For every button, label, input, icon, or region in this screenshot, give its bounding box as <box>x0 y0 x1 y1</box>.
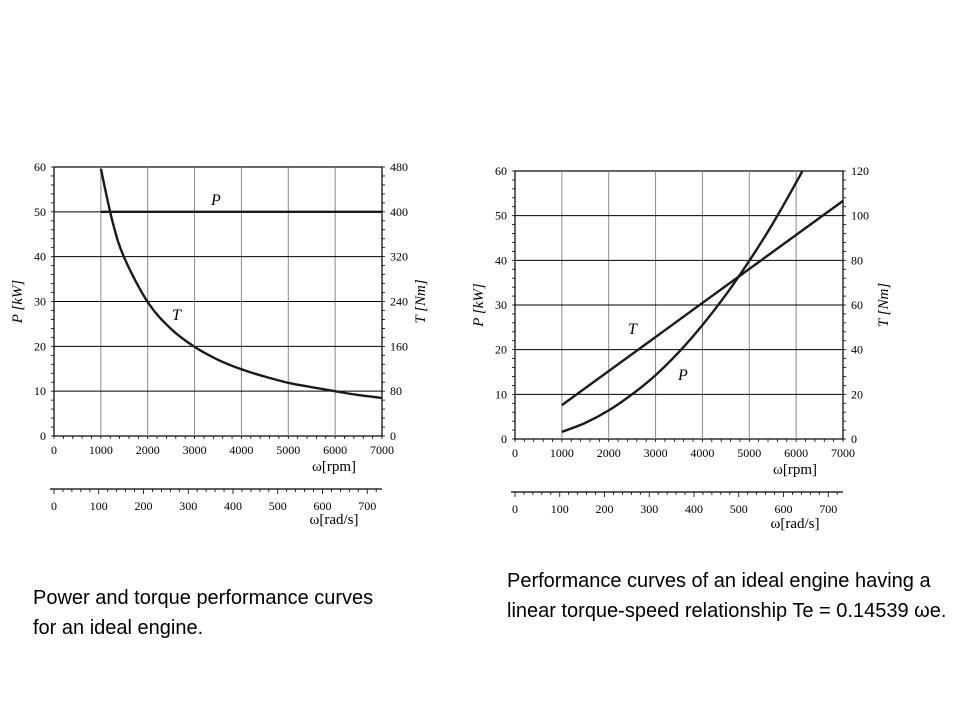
x-tick-label: 3000 <box>644 446 668 460</box>
x-tick-label: 3000 <box>183 443 207 457</box>
x2-tick-label: 400 <box>224 499 242 513</box>
y-tick-label: 10 <box>34 384 46 398</box>
y2-tick-label: 0 <box>851 432 857 446</box>
x2-axis-label: ω[rad/s] <box>309 512 358 528</box>
y2-tick-label: 480 <box>390 160 408 174</box>
y-tick-label: 40 <box>34 250 46 264</box>
x2-tick-label: 200 <box>134 499 152 513</box>
y-tick-label: 0 <box>40 429 46 443</box>
y2-tick-label: 100 <box>851 209 869 223</box>
x2-tick-label: 700 <box>819 502 837 516</box>
annotation-t: T <box>628 321 638 338</box>
y-tick-label: 40 <box>495 253 507 267</box>
y2-tick-label: 60 <box>851 298 863 312</box>
annotation-t: T <box>172 307 182 324</box>
y2-tick-label: 400 <box>390 205 408 219</box>
x2-tick-label: 100 <box>90 499 108 513</box>
y2-tick-label: 240 <box>390 295 408 309</box>
y2-tick-label: 80 <box>390 384 402 398</box>
caption-left: Power and torque performance curves for … <box>33 587 374 639</box>
x2-tick-label: 600 <box>313 499 331 513</box>
x2-tick-label: 600 <box>774 502 792 516</box>
x-tick-label: 1000 <box>550 446 574 460</box>
y-tick-label: 60 <box>495 164 507 178</box>
x-tick-label: 6000 <box>784 446 808 460</box>
chart-1: 0 1000 2000 3000 4000 5000 6000 700001020304050… <box>10 160 429 528</box>
series-p-line <box>561 171 804 434</box>
x-tick-label: 5000 <box>276 443 300 457</box>
x-tick-label: 0 <box>51 443 57 457</box>
y2-tick-label: 0 <box>390 429 396 443</box>
y2-axis-label: T [Nm] <box>876 283 892 327</box>
y2-tick-label: 20 <box>851 387 863 401</box>
x-tick-label: 2000 <box>136 443 160 457</box>
x2-tick-label: 200 <box>595 502 613 516</box>
x2-tick-label: 500 <box>269 499 287 513</box>
x-tick-label: 0 <box>512 446 518 460</box>
y-tick-label: 30 <box>34 295 46 309</box>
y-tick-label: 20 <box>495 343 507 357</box>
y2-tick-label: 80 <box>851 253 863 267</box>
x2-tick-label: 700 <box>358 499 376 513</box>
x-axis-label: ω[rpm] <box>773 462 817 478</box>
y2-tick-label: 40 <box>851 343 863 357</box>
x2-tick-label: 300 <box>640 502 658 516</box>
x2-tick-label: 100 <box>551 502 569 516</box>
y-tick-label: 10 <box>495 387 507 401</box>
x-tick-label: 2000 <box>597 446 621 460</box>
y-axis-label: P [kW] <box>10 280 26 325</box>
y-tick-label: 50 <box>34 205 46 219</box>
x-tick-label: 7000 <box>831 446 855 460</box>
y-tick-label: 0 <box>501 432 507 446</box>
series-t-line <box>99 168 382 400</box>
y2-axis-label: T [Nm] <box>413 279 429 323</box>
x2-tick-label: 500 <box>730 502 748 516</box>
chart-2: 0 1000 2000 3000 4000 5000 6000 700001020304050… <box>471 164 892 532</box>
x2-tick-label: 0 <box>51 499 57 513</box>
x2-tick-label: 300 <box>179 499 197 513</box>
x-tick-label: 4000 <box>690 446 714 460</box>
x2-tick-label: 0 <box>512 502 518 516</box>
y-tick-label: 30 <box>495 298 507 312</box>
x-axis-label: ω[rpm] <box>312 459 356 475</box>
y2-tick-label: 320 <box>390 250 408 264</box>
y2-tick-label: 120 <box>851 164 869 178</box>
x-tick-label: 7000 <box>370 443 394 457</box>
x-tick-label: 4000 <box>229 443 253 457</box>
x-tick-label: 5000 <box>737 446 761 460</box>
annotation-p: P <box>210 192 221 209</box>
x-tick-label: 1000 <box>89 443 113 457</box>
x2-tick-label: 400 <box>685 502 703 516</box>
y-tick-label: 50 <box>495 209 507 223</box>
caption-right: Performance curves of an ideal engine ha… <box>507 570 947 622</box>
y-axis-label: P [kW] <box>471 283 487 328</box>
x-tick-label: 6000 <box>323 443 347 457</box>
y2-tick-label: 160 <box>390 339 408 353</box>
y-tick-label: 60 <box>34 160 46 174</box>
series-t-line <box>561 199 843 407</box>
annotation-p: P <box>677 367 688 384</box>
y-tick-label: 20 <box>34 339 46 353</box>
x2-axis-label: ω[rad/s] <box>770 516 819 532</box>
